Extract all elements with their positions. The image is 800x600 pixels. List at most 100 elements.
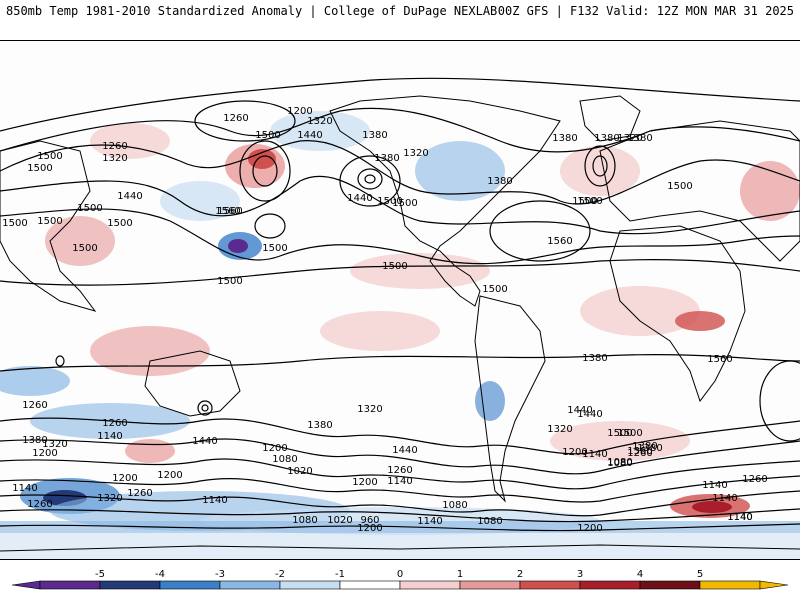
contour-label: 1560 xyxy=(707,354,732,365)
contour-label: 1500 xyxy=(2,218,27,229)
colorbar-segment xyxy=(219,580,281,590)
colorbar-segment xyxy=(519,580,581,590)
contour-label: 1200 xyxy=(262,443,287,454)
contour-label: 1080 xyxy=(292,515,317,526)
map-title: 850mb Temp 1981-2010 Standardized Anomal… xyxy=(6,4,498,18)
contour-label: 1080 xyxy=(477,516,502,527)
colorbar-max-arrow xyxy=(759,580,789,590)
contour-label: 1080 xyxy=(272,454,297,465)
colorbar-tick-label: -1 xyxy=(335,569,345,580)
contour-label: 1500 xyxy=(617,428,642,439)
colorbar-tick-label: 2 xyxy=(517,569,523,580)
contour-label: 1320 xyxy=(357,404,382,415)
colorbar-tick-label: 1 xyxy=(457,569,463,580)
contour-label: 1380 xyxy=(582,353,607,364)
contour-label: 1440 xyxy=(347,193,372,204)
map-panel: 1200 1260 1320 1380 1500 1440 1380 1320 1380 1440… xyxy=(0,40,800,560)
contour-label: 1140 xyxy=(97,431,122,442)
contour-label: 1260 xyxy=(127,488,152,499)
contour-label: 1500 xyxy=(572,196,597,207)
contour-label: 1380 xyxy=(552,133,577,144)
contour-label: 1380 xyxy=(594,133,619,144)
contour-label: 1440 xyxy=(567,405,592,416)
colorbar-tick-label: -5 xyxy=(95,569,105,580)
contour-label: 1320 xyxy=(403,148,428,159)
contour-label: 1140 xyxy=(702,480,727,491)
contour-label: 1140 xyxy=(727,512,752,523)
model-run-info: 00Z GFS | F132 Valid: 12Z MON MAR 31 202… xyxy=(497,4,794,18)
contour-label: 1140 xyxy=(417,516,442,527)
contour-label: 1200 xyxy=(32,448,57,459)
contour-label: 1380 xyxy=(487,176,512,187)
contour-label: 1560 xyxy=(547,236,572,247)
contour-label: 1080 xyxy=(607,457,632,468)
colorbar-legend: -5 -4 -3 -2 -1 0 1 2 3 4 5 xyxy=(11,569,789,590)
colorbar-segment xyxy=(99,580,161,590)
contour-label: 1500 xyxy=(37,216,62,227)
colorbar-tick-label: 3 xyxy=(577,569,583,580)
contour-label: 1200 xyxy=(287,106,312,117)
contour-label: 1560 xyxy=(215,206,240,217)
contour-label: 1260 xyxy=(102,418,127,429)
contour-label: 1440 xyxy=(577,409,602,420)
contour-label: 960 xyxy=(360,515,379,526)
contour-label: 1380 xyxy=(627,133,652,144)
contour-label: 1440 xyxy=(392,445,417,456)
colorbar-tick-label: 4 xyxy=(637,569,643,580)
contour-label: 1140 xyxy=(582,449,607,460)
contour-label: 1500 xyxy=(255,130,280,141)
contour-label: 1500 xyxy=(607,428,632,439)
contour-label: 1500 xyxy=(377,196,402,207)
contour-label: 1320 xyxy=(617,133,642,144)
height-contours xyxy=(0,77,800,532)
colorbar-segment xyxy=(39,580,101,590)
colorbar-segment xyxy=(339,580,401,590)
contour-label: 1140 xyxy=(727,512,752,523)
contour-label: 1560 xyxy=(217,206,242,217)
contour-label: 1080 xyxy=(607,458,632,469)
contour-label: 1260 xyxy=(387,465,412,476)
contour-label: 1500 xyxy=(77,203,102,214)
contour-label: 1500 xyxy=(577,196,602,207)
contour-label: 1380 xyxy=(374,153,399,164)
colorbar-tick-label: -4 xyxy=(155,569,165,580)
contour-label: 1140 xyxy=(202,495,227,506)
contour-label: 1500 xyxy=(37,151,62,162)
contour-label: 1200 xyxy=(562,447,587,458)
contour-label: 1380 xyxy=(22,435,47,446)
contour-label: 1080 xyxy=(442,500,467,511)
contour-label: 1320 xyxy=(307,116,332,127)
contour-label: 1140 xyxy=(12,483,37,494)
contour-label: 1020 xyxy=(327,515,352,526)
contour-label: 1200 xyxy=(157,470,182,481)
contour-label: 1200 xyxy=(357,523,382,534)
anomaly-shading xyxy=(0,111,800,559)
colorbar-tick-label: -3 xyxy=(215,569,225,580)
colorbar-tick-label: 5 xyxy=(697,569,703,580)
colorbar-segment xyxy=(699,580,761,590)
contour-label: 1440 xyxy=(192,436,217,447)
contour-label: 1020 xyxy=(287,466,312,477)
contour-label: 1440 xyxy=(117,191,142,202)
contour-label: 1260 xyxy=(22,400,47,411)
contour-label: 1320 xyxy=(42,439,67,450)
contour-label: 1500 xyxy=(107,218,132,229)
contour-label: 1140 xyxy=(387,476,412,487)
contour-label: 1260 xyxy=(627,448,652,459)
contour-label: 1260 xyxy=(27,499,52,510)
colorbar-tick-label: 0 xyxy=(397,569,403,580)
colorbar-min-arrow xyxy=(11,580,41,590)
colorbar-segment xyxy=(639,580,701,590)
colorbar-segment xyxy=(459,580,521,590)
contour-label: 1380 xyxy=(637,443,662,454)
contour-label: 1320 xyxy=(547,424,572,435)
contour-label: 1500 xyxy=(27,163,52,174)
colorbar-segment xyxy=(399,580,461,590)
contour-label: 1500 xyxy=(667,181,692,192)
contour-label: 1260 xyxy=(742,474,767,485)
colorbar-segment xyxy=(159,580,221,590)
contour-label: 1140 xyxy=(712,493,737,504)
contour-label: 1320 xyxy=(97,493,122,504)
